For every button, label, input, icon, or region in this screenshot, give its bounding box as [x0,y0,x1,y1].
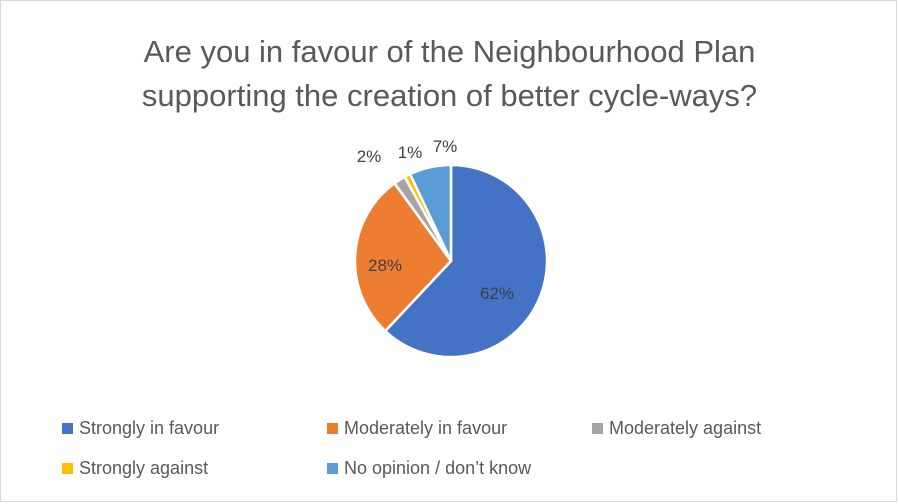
legend-swatch [62,423,73,434]
legend-item-no-opinion: No opinion / don’t know [327,458,531,479]
legend-swatch [327,423,338,434]
legend-label: Moderately against [609,418,762,438]
legend-label: Moderately in favour [344,418,508,438]
pie-slice-no-opinion-don-t-know [408,163,453,263]
legend-item-strongly-against: Strongly against [62,458,208,479]
legend-swatch [592,423,603,434]
legend-swatch [327,463,338,474]
slice-label-no-opinion: 7% [433,137,458,156]
legend-label: Strongly in favour [79,418,220,438]
chart-title: Are you in favour of the Neighbourhood P… [0,30,899,118]
pie-slice-moderately-in-favour [353,182,453,333]
legend-item-strongly-in-favour: Strongly in favour [62,418,219,439]
slice-label-moderately-against: 2% [357,147,382,166]
legend-item-moderately-in-favour: Moderately in favour [327,418,507,439]
legend-swatch [62,463,73,474]
legend-item-moderately-against: Moderately against [592,418,761,439]
pie-slice-strongly-in-favour [384,163,549,359]
slice-label-strongly-in-favour: 62% [480,284,514,303]
chart-title-line-1: Are you in favour of the Neighbourhood P… [143,34,756,69]
legend-label: Strongly against [79,458,209,478]
slice-label-strongly-against: 1% [398,143,423,162]
slice-label-moderately-in-favour: 28% [368,256,402,275]
chart-title-line-2: supporting the creation of better cycle-… [141,78,758,113]
legend-label: No opinion / don’t know [344,458,532,478]
